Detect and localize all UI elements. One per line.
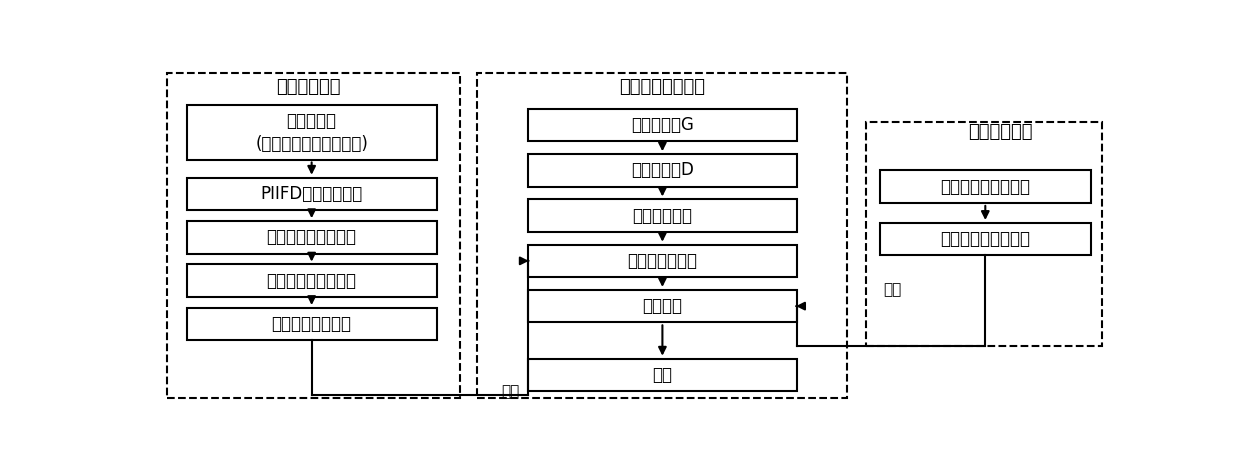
Text: 构建损失函数: 构建损失函数 (632, 207, 692, 225)
Bar (187, 308, 436, 340)
Bar (477, 73, 847, 399)
Bar (528, 109, 797, 141)
Text: 提取匹配后重合区域: 提取匹配后重合区域 (267, 228, 357, 246)
Bar (528, 154, 797, 187)
Bar (866, 122, 1101, 346)
Text: 模型测试: 模型测试 (642, 297, 682, 315)
Bar (528, 359, 797, 391)
Bar (879, 171, 1091, 203)
Bar (528, 290, 797, 322)
Text: 构建判别器D: 构建判别器D (631, 161, 694, 180)
Text: 模型训练及保存: 模型训练及保存 (627, 252, 697, 270)
Bar (879, 223, 1091, 256)
Bar (187, 178, 436, 210)
Text: 训练集预处理: 训练集预处理 (277, 78, 341, 96)
Text: 统一图像与边框尺寸: 统一图像与边框尺寸 (940, 230, 1030, 248)
Text: 输入: 输入 (883, 282, 901, 297)
Bar (528, 244, 797, 277)
Text: 统一图像及边框尺寸: 统一图像及边框尺寸 (267, 272, 357, 290)
Bar (166, 73, 460, 399)
Text: 构建生成对抗网络: 构建生成对抗网络 (620, 78, 706, 96)
Bar (187, 221, 436, 254)
Text: 输出: 输出 (652, 366, 672, 384)
Text: 测试集预处理: 测试集预处理 (968, 124, 1033, 141)
Text: 构建生成器G: 构建生成器G (631, 116, 694, 134)
Text: 模糊视网膜眼底图像: 模糊视网膜眼底图像 (940, 178, 1030, 196)
Text: 输入: 输入 (501, 384, 520, 399)
Bar (528, 199, 797, 232)
Text: 旋转翻转数据扩充: 旋转翻转数据扩充 (272, 315, 352, 333)
Bar (187, 265, 436, 297)
Text: PIIFD方法进行匹配: PIIFD方法进行匹配 (260, 185, 363, 203)
Bar (187, 105, 436, 159)
Text: 配对数据集
(白内障手术前后对比图): 配对数据集 (白内障手术前后对比图) (255, 111, 368, 153)
